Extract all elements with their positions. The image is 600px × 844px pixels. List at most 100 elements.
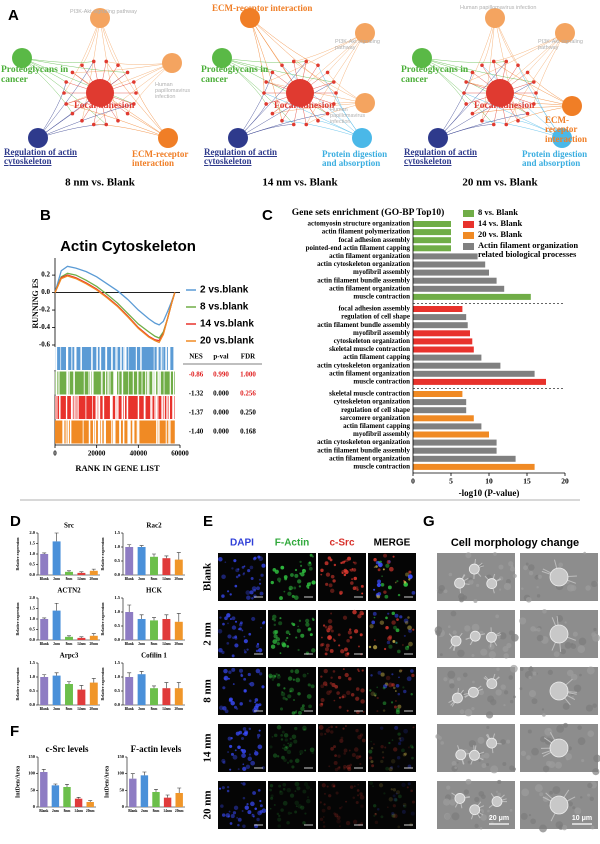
x-tick-label: 8nm: [66, 642, 73, 646]
cell-signal: [327, 625, 333, 630]
pathway-node: [486, 79, 514, 107]
cell-signal: [382, 568, 385, 571]
cell-signal: [357, 614, 362, 619]
cell-signal: [334, 813, 339, 818]
cell-signal: [396, 580, 399, 583]
cell-signal: [262, 621, 265, 625]
y-tick-label: -0.2: [39, 306, 51, 314]
legend-swatch: [463, 232, 474, 239]
surface-texture: [506, 739, 511, 744]
surface-texture: [528, 666, 534, 672]
cell-signal: [274, 675, 277, 678]
bar: [63, 787, 71, 807]
surface-texture: [495, 689, 502, 696]
category-label: actin filament bundle assembly: [317, 446, 410, 454]
x-tick-label: 20nm: [86, 809, 95, 813]
cell-signal: [395, 683, 400, 688]
bar: [150, 688, 158, 705]
cell-signal: [339, 825, 341, 828]
surface-texture: [528, 675, 532, 680]
surface-texture: [457, 649, 465, 658]
cell-signal: [261, 685, 265, 689]
bar: [413, 362, 501, 369]
cell-signal: [289, 690, 291, 693]
cell-signal: [371, 620, 376, 625]
cell-signal: [282, 787, 286, 791]
cell-signal: [297, 648, 300, 652]
bar: [413, 439, 497, 446]
cell-signal: [275, 637, 281, 642]
y-tick-label: 0: [33, 804, 36, 809]
network-edge: [272, 32, 366, 114]
cell-signal: [229, 822, 233, 825]
gene-node: [270, 111, 275, 116]
cell-signal: [340, 561, 343, 565]
cell-signal: [355, 586, 359, 590]
surface-texture: [510, 633, 519, 642]
cell-signal: [411, 756, 414, 760]
surface-texture: [454, 766, 458, 770]
gene-node: [525, 70, 530, 75]
bar: [413, 463, 535, 470]
cell-signal: [340, 805, 343, 808]
cell-signal: [410, 811, 415, 816]
surface-texture: [446, 785, 451, 790]
gene-node: [291, 122, 296, 127]
cell-signal: [369, 756, 373, 760]
cell-signal: [244, 650, 247, 654]
x-tick-label: 20nm: [90, 642, 99, 646]
surface-texture: [536, 627, 541, 632]
cell-signal: [243, 677, 247, 681]
pathway-label: PI3K-Akt signaling pathway: [70, 9, 137, 15]
cell-signal: [376, 696, 379, 700]
cell-signal: [396, 618, 399, 621]
gene-node: [304, 122, 309, 127]
surface-texture: [537, 574, 542, 579]
cell-signal: [395, 792, 398, 795]
y-tick-label: 150: [28, 754, 36, 759]
pathway-node: [228, 128, 248, 148]
cell-signal: [330, 588, 335, 594]
cell-signal: [347, 766, 352, 771]
cell-signal: [237, 745, 241, 750]
cell-signal: [290, 812, 293, 815]
y-tick-label: 0.0: [114, 637, 120, 642]
cell-signal: [339, 806, 342, 810]
cell-signal: [235, 568, 240, 573]
cell-signal: [296, 628, 301, 633]
cell-signal: [279, 707, 284, 711]
surface-texture: [572, 631, 578, 637]
cell-signal: [319, 732, 324, 736]
cell-signal: [330, 725, 333, 729]
y-tick-label: 0.0: [29, 637, 35, 642]
category-label: actin filament organization: [329, 252, 410, 260]
cell-signal: [345, 558, 349, 562]
sem-image: [437, 553, 515, 601]
bar: [86, 802, 94, 807]
cell-signal: [283, 687, 286, 690]
surface-texture: [525, 562, 529, 566]
cell-signal: [327, 635, 332, 640]
surface-texture: [573, 684, 582, 693]
surface-texture: [528, 564, 535, 571]
cell-signal: [360, 688, 365, 693]
chart-title: F-actin levels: [131, 744, 182, 754]
column-header: c-Src: [329, 538, 354, 549]
x-tick-label: 20nm: [90, 577, 99, 581]
cell-signal: [323, 668, 328, 674]
x-tick-label: 0: [53, 450, 57, 458]
chart-title: Arpc3: [60, 652, 79, 660]
cell-signal: [229, 593, 232, 596]
surface-texture: [449, 799, 456, 806]
cell-signal: [223, 675, 229, 681]
network-edge: [466, 32, 566, 83]
cell-signal: [407, 746, 410, 749]
surface-texture: [486, 725, 490, 730]
cell-signal: [388, 767, 393, 772]
category-label: actin filament organization: [329, 369, 410, 377]
cell-signal: [306, 798, 311, 804]
surface-texture: [497, 779, 502, 784]
cell-signal: [255, 649, 259, 653]
surface-texture: [443, 798, 451, 806]
cell-signal: [355, 696, 360, 701]
